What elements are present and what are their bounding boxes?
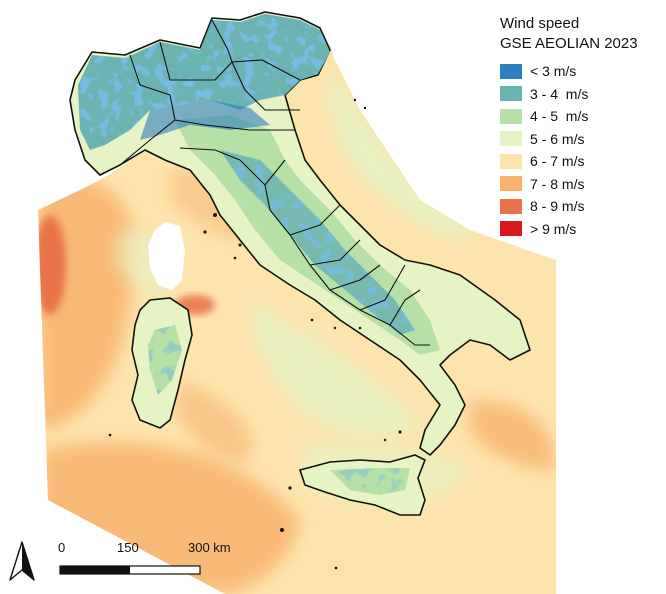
legend-label: < 3 m/s bbox=[530, 63, 577, 80]
legend: Wind speed GSE AEOLIAN 2023 < 3 m/s 3 - 4… bbox=[500, 14, 666, 240]
legend-item: 3 - 4 m/s bbox=[500, 83, 666, 106]
legend-item: 6 - 7 m/s bbox=[500, 150, 666, 173]
legend-swatch bbox=[500, 131, 522, 147]
legend-swatch bbox=[500, 198, 522, 214]
legend-swatch bbox=[500, 176, 522, 192]
legend-item: 4 - 5 m/s bbox=[500, 105, 666, 128]
scale-bar bbox=[59, 565, 201, 575]
legend-label: 6 - 7 m/s bbox=[530, 153, 585, 170]
legend-item: 7 - 8 m/s bbox=[500, 173, 666, 196]
legend-swatch bbox=[500, 221, 522, 237]
north-arrow-icon bbox=[9, 541, 35, 581]
legend-label: > 9 m/s bbox=[530, 220, 577, 237]
legend-item: 8 - 9 m/s bbox=[500, 195, 666, 218]
scale-tick-150: 150 bbox=[117, 540, 139, 555]
legend-swatch bbox=[500, 86, 522, 102]
legend-swatch bbox=[500, 108, 522, 124]
legend-swatch bbox=[500, 63, 522, 79]
scale-tick-0: 0 bbox=[58, 540, 66, 555]
legend-label: 4 - 5 m/s bbox=[530, 108, 589, 125]
sicily-island bbox=[298, 454, 427, 516]
legend-label: 8 - 9 m/s bbox=[530, 198, 585, 215]
sardinia-island bbox=[131, 297, 193, 429]
legend-label: 3 - 4 m/s bbox=[530, 85, 589, 102]
legend-list: < 3 m/s 3 - 4 m/s 4 - 5 m/s 5 - 6 m/s 6 - 7 … bbox=[500, 60, 666, 240]
italy-mainland bbox=[69, 11, 531, 456]
legend-title-line2: GSE AEOLIAN 2023 bbox=[500, 35, 638, 52]
legend-label: 7 - 8 m/s bbox=[530, 175, 585, 192]
small-islands bbox=[108, 98, 402, 570]
scale-tick-300: 300 km bbox=[188, 540, 231, 555]
corsica-island bbox=[148, 222, 185, 290]
legend-swatch bbox=[500, 153, 522, 169]
legend-item: > 9 m/s bbox=[500, 218, 666, 241]
legend-item: < 3 m/s bbox=[500, 60, 666, 83]
legend-item: 5 - 6 m/s bbox=[500, 128, 666, 151]
legend-title-line1: Wind speed bbox=[500, 15, 580, 32]
legend-label: 5 - 6 m/s bbox=[530, 130, 585, 147]
